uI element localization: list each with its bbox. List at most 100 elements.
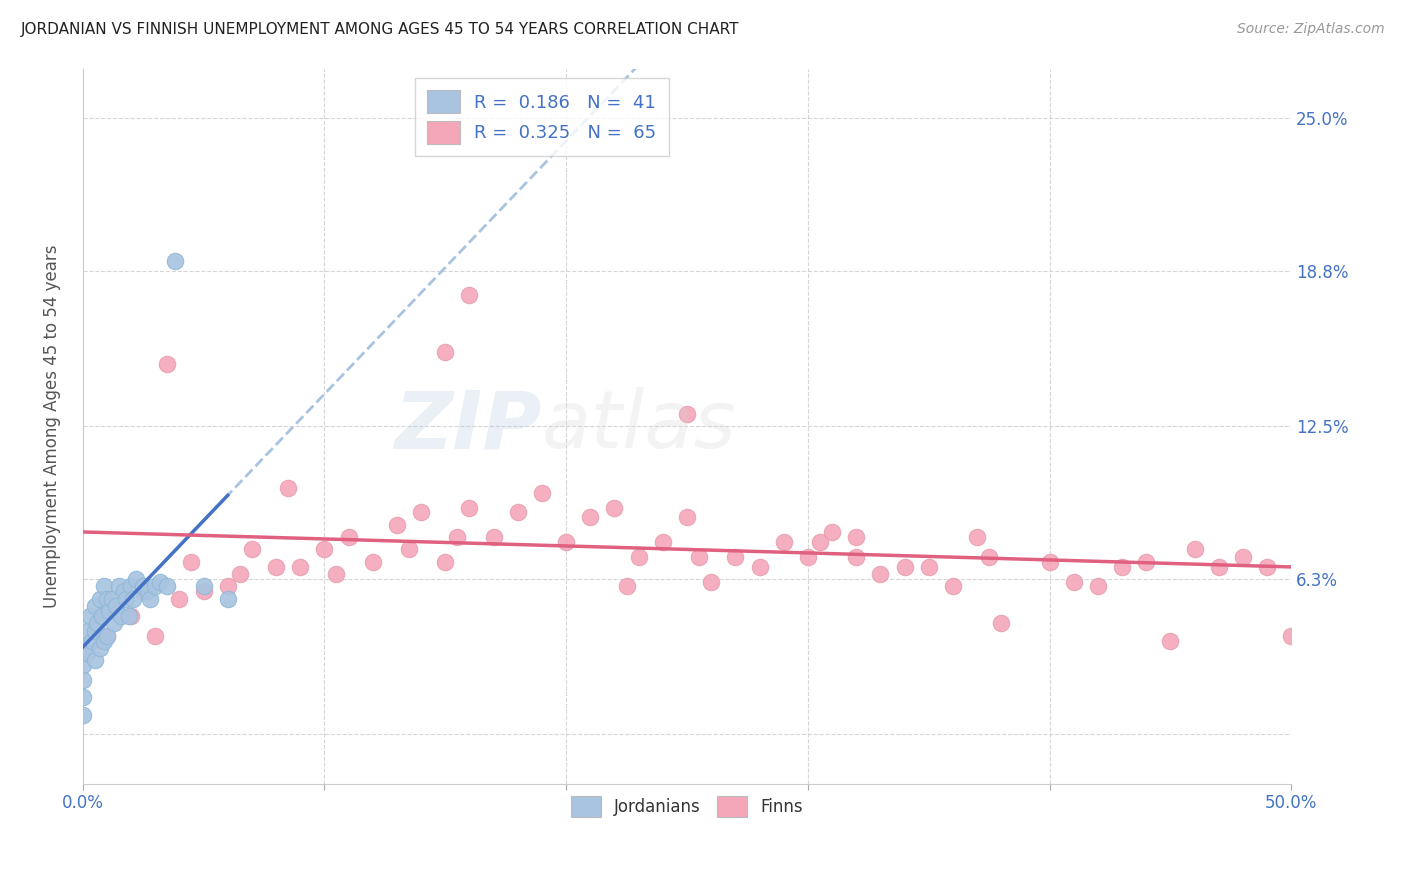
Point <box>290 559 312 574</box>
Point <box>115 591 138 606</box>
Text: ZIP: ZIP <box>395 387 541 465</box>
Point <box>83 653 105 667</box>
Point <box>603 500 626 515</box>
Point <box>217 591 239 606</box>
Point <box>83 624 105 638</box>
Point <box>893 559 915 574</box>
Point <box>506 505 529 519</box>
Point <box>325 567 347 582</box>
Point <box>217 579 239 593</box>
Point <box>1159 633 1181 648</box>
Point <box>89 641 111 656</box>
Point <box>156 358 179 372</box>
Point <box>869 567 891 582</box>
Point <box>76 624 98 638</box>
Point <box>845 549 868 564</box>
Point <box>149 574 172 589</box>
Point <box>120 609 142 624</box>
Point <box>143 629 166 643</box>
Point <box>72 707 94 722</box>
Point <box>676 407 699 421</box>
Point <box>163 253 186 268</box>
Point <box>555 535 578 549</box>
Point <box>1063 574 1085 589</box>
Point <box>89 591 111 606</box>
Point <box>100 591 122 606</box>
Point <box>1039 555 1062 569</box>
Point <box>96 629 118 643</box>
Point <box>458 500 481 515</box>
Point <box>772 535 794 549</box>
Point <box>193 584 215 599</box>
Point <box>990 616 1012 631</box>
Point <box>108 579 131 593</box>
Point <box>110 609 132 624</box>
Point <box>79 609 101 624</box>
Point <box>361 555 384 569</box>
Point <box>748 559 770 574</box>
Point <box>169 591 191 606</box>
Point <box>72 641 94 656</box>
Point <box>966 530 988 544</box>
Point <box>117 609 139 624</box>
Point <box>845 530 868 544</box>
Point <box>136 584 159 599</box>
Point <box>86 616 108 631</box>
Point <box>1279 629 1302 643</box>
Point <box>458 288 481 302</box>
Point <box>103 616 125 631</box>
Point <box>132 579 155 593</box>
Point <box>446 530 468 544</box>
Point <box>120 579 142 593</box>
Point <box>1232 549 1254 564</box>
Point <box>1208 559 1230 574</box>
Point <box>821 525 844 540</box>
Point <box>918 559 941 574</box>
Point <box>434 555 457 569</box>
Point <box>1256 559 1278 574</box>
Point <box>1184 542 1206 557</box>
Point <box>942 579 965 593</box>
Point <box>651 535 673 549</box>
Point <box>82 633 104 648</box>
Point <box>700 574 723 589</box>
Point <box>979 549 1001 564</box>
Point <box>1087 579 1109 593</box>
Point <box>240 542 263 557</box>
Point <box>156 579 179 593</box>
Point <box>482 530 505 544</box>
Text: JORDANIAN VS FINNISH UNEMPLOYMENT AMONG AGES 45 TO 54 YEARS CORRELATION CHART: JORDANIAN VS FINNISH UNEMPLOYMENT AMONG … <box>21 22 740 37</box>
Point <box>808 535 831 549</box>
Point <box>112 584 135 599</box>
Point <box>96 591 118 606</box>
Point <box>797 549 820 564</box>
Point <box>180 555 202 569</box>
Point <box>337 530 360 544</box>
Point <box>139 591 162 606</box>
Point <box>398 542 420 557</box>
Point <box>434 345 457 359</box>
Point <box>125 572 148 586</box>
Point <box>98 604 121 618</box>
Text: atlas: atlas <box>541 387 737 465</box>
Y-axis label: Unemployment Among Ages 45 to 54 years: Unemployment Among Ages 45 to 54 years <box>44 244 60 607</box>
Point <box>579 510 602 524</box>
Point <box>96 629 118 643</box>
Point <box>627 549 650 564</box>
Point <box>72 690 94 705</box>
Point <box>143 579 166 593</box>
Point <box>264 559 287 574</box>
Point <box>409 505 432 519</box>
Point <box>193 579 215 593</box>
Point <box>688 549 710 564</box>
Point <box>229 567 252 582</box>
Point <box>83 599 105 614</box>
Point <box>724 549 747 564</box>
Point <box>76 646 98 660</box>
Point <box>616 579 638 593</box>
Point <box>530 485 553 500</box>
Point <box>105 599 128 614</box>
Point <box>385 517 408 532</box>
Point <box>91 609 114 624</box>
Point <box>122 591 145 606</box>
